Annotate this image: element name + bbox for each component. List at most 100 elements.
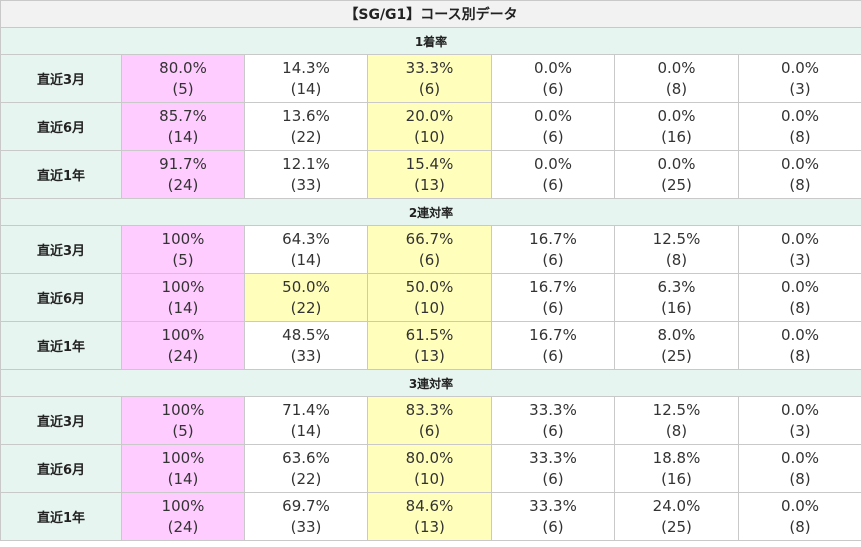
sample-count: (13) xyxy=(414,346,445,365)
stat-cell-course-4: 16.7% (6) xyxy=(491,273,615,322)
stat-cell-course-1: 100% (14) xyxy=(121,273,245,322)
sample-count: (25) xyxy=(661,175,692,194)
stat-cell-course-2: 63.6% (22) xyxy=(244,444,368,493)
rate-value: 0.0% xyxy=(780,448,820,467)
rate-value: 0.0% xyxy=(780,400,820,419)
table-row: 直近1年 100% (24) 69.7% (33) 84.6% (13) 33.3% (6) 24… xyxy=(0,492,861,541)
stat-cell-course-2: 12.1% (33) xyxy=(244,150,368,199)
table-row: 直近6月 100% (14) 63.6% (22) 80.0% (10) 33.3% (6) 18… xyxy=(0,444,861,493)
row-label: 直近1年 xyxy=(0,150,122,199)
section-title: 1着率 xyxy=(0,27,861,55)
rate-value: 16.7% xyxy=(529,325,577,344)
section-header-row: 3連対率 xyxy=(0,369,861,397)
rate-value: 16.7% xyxy=(529,277,577,296)
stat-cell-course-4: 33.3% (6) xyxy=(491,444,615,493)
sample-count: (3) xyxy=(789,79,811,98)
sample-count: (24) xyxy=(167,346,199,365)
stat-cell-course-4: 0.0% (6) xyxy=(491,102,615,151)
stat-cell-course-4: 16.7% (6) xyxy=(491,225,615,274)
stat-cell-course-1: 100% (24) xyxy=(121,492,245,541)
rate-value: 0.0% xyxy=(657,154,696,173)
rate-value: 0.0% xyxy=(780,229,820,248)
sample-count: (10) xyxy=(414,298,445,317)
rate-value: 8.0% xyxy=(657,325,696,344)
stat-cell-course-3: 33.3% (6) xyxy=(367,54,492,103)
sample-count: (8) xyxy=(665,250,688,269)
rate-value: 24.0% xyxy=(652,496,701,515)
rate-value: 14.3% xyxy=(282,58,330,77)
sample-count: (33) xyxy=(290,346,322,365)
sample-count: (8) xyxy=(789,469,811,488)
stat-cell-course-4: 16.7% (6) xyxy=(491,321,615,370)
sample-count: (8) xyxy=(789,517,811,536)
sample-count: (22) xyxy=(290,127,322,146)
sample-count: (6) xyxy=(542,517,564,536)
sample-count: (10) xyxy=(414,127,445,146)
stat-cell-course-2: 13.6% (22) xyxy=(244,102,368,151)
stat-cell-course-1: 100% (5) xyxy=(121,396,245,445)
table-row: 直近1年 100% (24) 48.5% (33) 61.5% (13) 16.7% (6) 8.… xyxy=(0,321,861,370)
stat-cell-course-2: 71.4% (14) xyxy=(244,396,368,445)
table-row: 直近3月 100% (5) 64.3% (14) 66.7% (6) 16.7% (6) 12.5… xyxy=(0,225,861,274)
sample-count: (6) xyxy=(418,250,441,269)
rate-value: 71.4% xyxy=(282,400,330,419)
stat-cell-course-1: 85.7% (14) xyxy=(121,102,245,151)
title-row: 【SG/G1】コース別データ xyxy=(0,0,861,28)
stat-cell-course-3: 20.0% (10) xyxy=(367,102,492,151)
rate-value: 91.7% xyxy=(159,154,207,173)
stat-cell-course-3: 84.6% (13) xyxy=(367,492,492,541)
rate-value: 12.5% xyxy=(652,229,701,248)
rate-value: 64.3% xyxy=(282,229,330,248)
stat-cell-course-6: 0.0% (3) xyxy=(738,396,861,445)
sample-count: (24) xyxy=(167,175,199,194)
sample-count: (14) xyxy=(167,469,199,488)
rate-value: 33.3% xyxy=(529,400,577,419)
table-title: 【SG/G1】コース別データ xyxy=(0,0,861,28)
row-label: 直近3月 xyxy=(0,396,122,445)
sample-count: (5) xyxy=(172,250,194,269)
stat-cell-course-2: 48.5% (33) xyxy=(244,321,368,370)
stat-cell-course-5: 12.5% (8) xyxy=(614,225,739,274)
stat-cell-course-6: 0.0% (8) xyxy=(738,444,861,493)
stat-cell-course-1: 100% (14) xyxy=(121,444,245,493)
stat-cell-course-4: 0.0% (6) xyxy=(491,54,615,103)
sample-count: (24) xyxy=(167,517,199,536)
stat-cell-course-5: 0.0% (16) xyxy=(614,102,739,151)
sample-count: (8) xyxy=(665,421,688,440)
rate-value: 80.0% xyxy=(159,58,207,77)
sample-count: (8) xyxy=(789,298,811,317)
rate-value: 100% xyxy=(161,277,205,296)
sample-count: (8) xyxy=(789,346,811,365)
stat-cell-course-1: 100% (24) xyxy=(121,321,245,370)
sample-count: (5) xyxy=(172,421,194,440)
rate-value: 0.0% xyxy=(780,325,820,344)
stat-cell-course-4: 33.3% (6) xyxy=(491,492,615,541)
sample-count: (22) xyxy=(290,469,322,488)
sample-count: (25) xyxy=(661,346,692,365)
row-label: 直近6月 xyxy=(0,102,122,151)
rate-value: 63.6% xyxy=(282,448,330,467)
rate-value: 0.0% xyxy=(533,154,573,173)
sample-count: (6) xyxy=(542,298,564,317)
rate-value: 6.3% xyxy=(657,277,696,296)
rate-value: 61.5% xyxy=(405,325,454,344)
rate-value: 85.7% xyxy=(159,106,207,125)
rate-value: 0.0% xyxy=(780,58,820,77)
rate-value: 0.0% xyxy=(780,154,820,173)
stat-cell-course-2: 14.3% (14) xyxy=(244,54,368,103)
rate-value: 33.3% xyxy=(529,448,577,467)
sample-count: (33) xyxy=(290,175,322,194)
rate-value: 13.6% xyxy=(282,106,330,125)
table-row: 直近3月 80.0% (5) 14.3% (14) 33.3% (6) 0.0% (6) 0.0%… xyxy=(0,54,861,103)
stat-cell-course-4: 0.0% (6) xyxy=(491,150,615,199)
stat-cell-course-5: 8.0% (25) xyxy=(614,321,739,370)
rate-value: 69.7% xyxy=(282,496,330,515)
rate-value: 20.0% xyxy=(405,106,454,125)
rate-value: 0.0% xyxy=(533,106,573,125)
stat-cell-course-3: 66.7% (6) xyxy=(367,225,492,274)
stat-cell-course-1: 91.7% (24) xyxy=(121,150,245,199)
sample-count: (6) xyxy=(542,469,564,488)
stat-cell-course-5: 12.5% (8) xyxy=(614,396,739,445)
rate-value: 100% xyxy=(161,448,205,467)
